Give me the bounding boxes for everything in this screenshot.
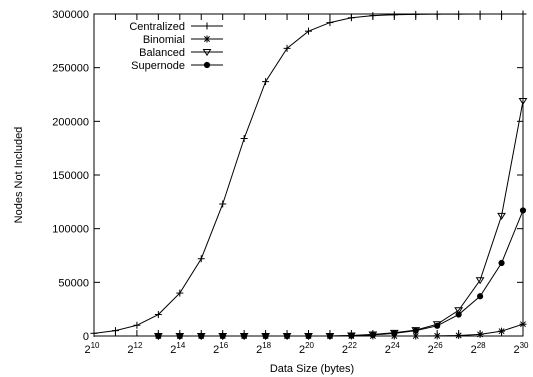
circle-marker: [219, 332, 226, 340]
y-tick-label: 0: [83, 331, 89, 343]
series-line: [158, 210, 524, 337]
legend-item-binomial: Binomial: [143, 34, 223, 46]
x-tick-label: 226: [428, 341, 444, 356]
series-supernode: [155, 207, 527, 340]
series-balanced: [153, 97, 528, 341]
legend-label: Binomial: [143, 34, 185, 46]
circle-marker: [283, 332, 291, 340]
x-tick-label: 212: [127, 341, 143, 356]
asterisk-marker: [204, 36, 210, 42]
circle-marker: [498, 259, 505, 267]
asterisk-marker: [477, 331, 484, 338]
y-tick-label: 300000: [52, 9, 89, 21]
x-tick-label: 210: [84, 341, 100, 356]
triangle-marker: [518, 97, 528, 106]
triangle-marker: [475, 277, 485, 285]
y-tick-label: 250000: [52, 63, 89, 75]
x-tick-label: 228: [471, 341, 487, 356]
legend-label: Centralized: [129, 21, 185, 33]
asterisk-marker: [498, 328, 505, 335]
legend-item-balanced: Balanced: [139, 47, 223, 59]
y-axis-label: Nodes Not Included: [13, 127, 25, 224]
legend-item-centralized: Centralized: [129, 21, 223, 33]
circle-marker: [455, 311, 462, 318]
asterisk-marker: [434, 332, 441, 339]
x-tick-label: 220: [299, 341, 315, 356]
legend-label: Supernode: [131, 60, 185, 72]
circle-marker: [203, 61, 211, 69]
circle-marker: [519, 207, 527, 214]
asterisk-marker: [455, 332, 462, 339]
circle-marker: [262, 332, 269, 340]
y-tick-label: 200000: [52, 116, 89, 128]
x-tick-label: 230: [513, 341, 529, 356]
x-tick-label: 224: [385, 341, 401, 356]
circle-marker: [434, 322, 441, 329]
circle-marker: [326, 332, 334, 340]
y-tick-label: 100000: [52, 224, 89, 236]
series-binomial: [154, 320, 527, 340]
circle-marker: [198, 332, 205, 340]
series-line: [158, 100, 524, 337]
triangle-marker: [497, 212, 506, 220]
circle-marker: [412, 327, 419, 334]
circle-marker: [176, 332, 183, 340]
circle-marker: [391, 330, 398, 337]
legend-item-supernode: Supernode: [131, 60, 223, 72]
x-tick-label: 216: [213, 341, 229, 356]
x-tick-label: 222: [342, 341, 358, 356]
circle-marker: [155, 332, 162, 340]
series-centralized: [90, 10, 527, 337]
circle-marker: [477, 293, 484, 300]
series-line: [158, 323, 524, 337]
x-tick-label: 218: [256, 341, 272, 356]
legend-label: Balanced: [139, 47, 185, 59]
triangle-marker: [454, 307, 464, 315]
y-tick-label: 150000: [52, 170, 89, 182]
circle-marker: [305, 332, 312, 340]
series: [90, 10, 528, 341]
asterisk-marker: [520, 321, 526, 328]
circle-marker: [369, 331, 376, 339]
circle-marker: [241, 332, 248, 340]
y-tick-label: 50000: [58, 277, 89, 289]
x-axis-label: Data Size (bytes): [270, 363, 354, 375]
asterisk-marker: [412, 333, 419, 339]
triangle-marker: [202, 49, 212, 57]
x-tick-label: 214: [170, 341, 186, 356]
ticks: 0 50000 100000 150000 200000 250000 300000 210 2…: [52, 9, 529, 356]
circle-marker: [348, 332, 355, 339]
